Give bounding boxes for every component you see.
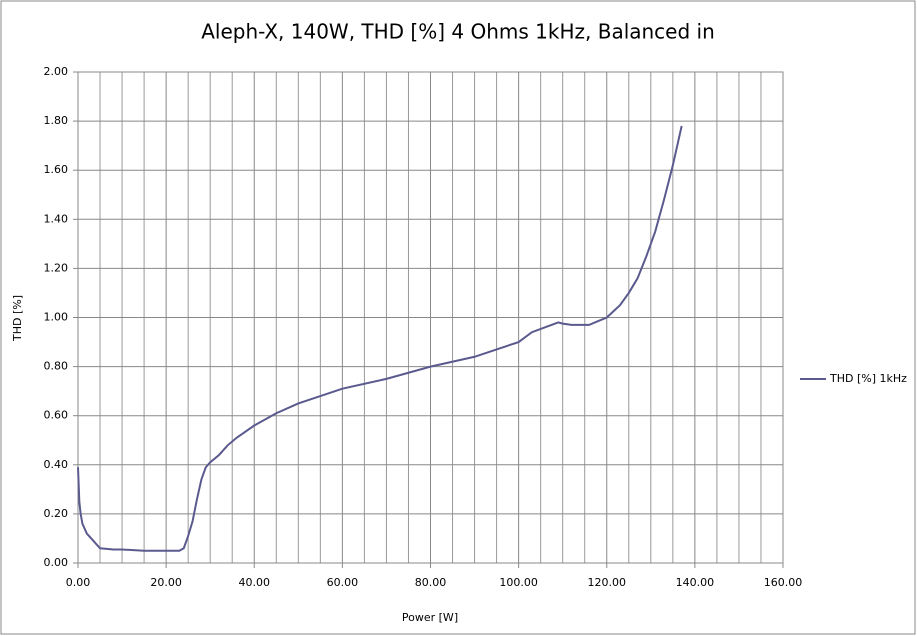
x-tick-label: 80.00	[415, 576, 447, 589]
y-tick-label: 0.20	[44, 507, 69, 520]
x-tick-label: 60.00	[327, 576, 359, 589]
x-tick-label: 160.00	[764, 576, 803, 589]
y-tick-label: 1.20	[44, 261, 69, 274]
data-line	[77, 125, 683, 552]
y-tick-label: 0.60	[44, 409, 69, 422]
y-tick-label: 0.00	[44, 556, 69, 569]
legend-label: THD [%] 1kHz	[829, 372, 907, 385]
chart-title: Aleph-X, 140W, THD [%] 4 Ohms 1kHz, Bala…	[201, 20, 715, 44]
y-axis-label: THD [%]	[11, 295, 24, 342]
x-tick-label: 40.00	[239, 576, 271, 589]
y-tick-label: 0.80	[44, 360, 69, 373]
x-tick-label: 120.00	[588, 576, 627, 589]
x-tick-label: 140.00	[676, 576, 715, 589]
x-axis-label: Power [W]	[402, 611, 458, 624]
x-tick-label: 0.00	[66, 576, 91, 589]
y-tick-label: 1.60	[44, 163, 69, 176]
y-tick-label: 1.00	[44, 311, 69, 324]
y-tick-label: 1.40	[44, 212, 69, 225]
x-tick-label: 100.00	[499, 576, 538, 589]
plot-area	[77, 71, 784, 564]
y-tick-label: 0.40	[44, 458, 69, 471]
y-tick-label: 2.00	[44, 65, 69, 78]
x-tick-label: 20.00	[150, 576, 182, 589]
y-tick-label: 1.80	[44, 114, 69, 127]
